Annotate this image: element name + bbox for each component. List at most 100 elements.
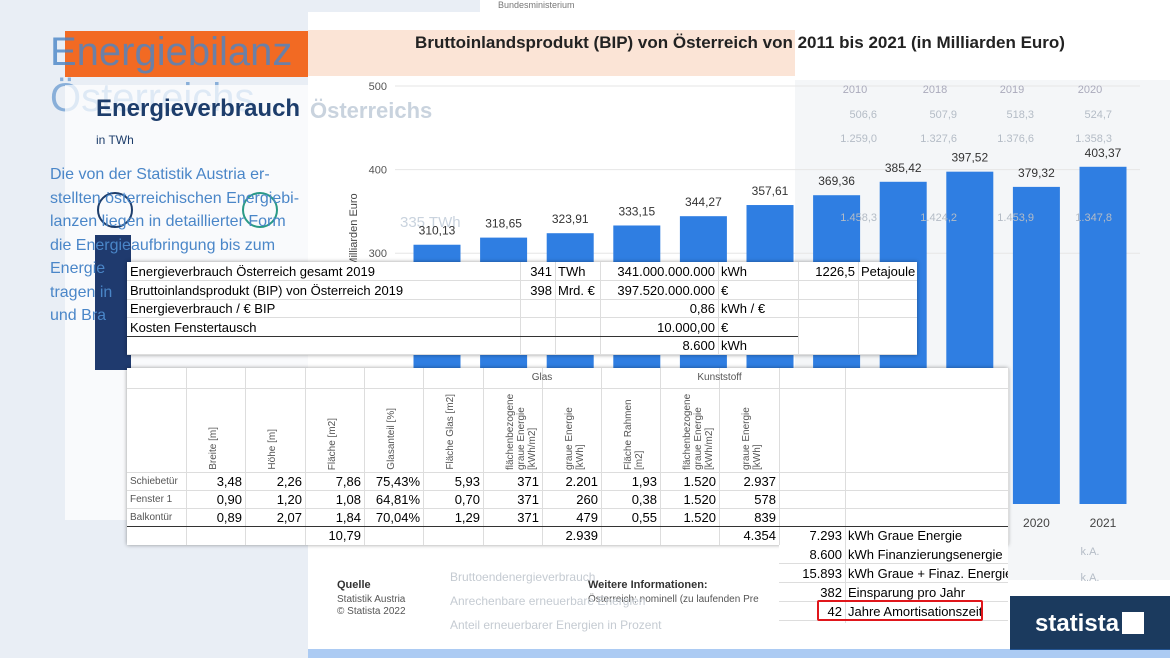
card-unit: in TWh bbox=[96, 133, 134, 147]
cell: kWh / € bbox=[721, 301, 766, 316]
bg-row-label: Bruttoendenergieverbrauch bbox=[450, 570, 595, 584]
bg-header: 2019 bbox=[1000, 84, 1024, 96]
y-tick-label: 300 bbox=[369, 248, 387, 260]
title-accent bbox=[65, 31, 308, 77]
info-label: Weitere Informationen: bbox=[588, 579, 708, 591]
col-line bbox=[186, 368, 187, 545]
slide-text-line: die Energieaufbringung bis zum bbox=[50, 236, 276, 254]
col-line bbox=[858, 262, 859, 355]
row-line bbox=[127, 472, 1008, 473]
cell: 3,48 bbox=[216, 474, 242, 489]
highlight-box bbox=[817, 600, 983, 621]
bg-cell: 1.458,3 bbox=[840, 212, 877, 224]
col-line bbox=[601, 368, 602, 545]
bg-header: 2010 bbox=[843, 84, 867, 96]
cell: 0,86 bbox=[689, 301, 715, 316]
cell: 1,20 bbox=[276, 492, 302, 507]
ministry: Bundesministerium bbox=[498, 0, 575, 10]
total: 2.939 bbox=[565, 528, 598, 543]
column-header: graue Energie [kWh] bbox=[741, 407, 763, 470]
summary-text: kWh Graue Energie bbox=[848, 528, 963, 543]
cell: TWh bbox=[558, 264, 586, 279]
summary-text: kWh Graue + Finaz. Energie bbox=[848, 566, 1008, 581]
cell: 64,81% bbox=[375, 492, 420, 507]
cell: Schiebetür bbox=[130, 476, 178, 487]
slide-text-line: lanzen liegen in detaillierter Form bbox=[50, 213, 286, 230]
icon-thermo bbox=[242, 192, 278, 228]
brand-logo bbox=[1122, 612, 1144, 634]
bg-row-label: Anrechenbare erneuerbare Energien bbox=[450, 594, 645, 608]
column-header: Fläche Rahmen [m2] bbox=[623, 399, 645, 470]
col-line bbox=[845, 545, 846, 623]
cell: 479 bbox=[576, 510, 598, 525]
row-line bbox=[127, 280, 917, 281]
row-line bbox=[127, 317, 917, 318]
column-header: Glasanteil [%] bbox=[386, 408, 397, 470]
cell: 0,55 bbox=[631, 510, 657, 525]
bg-header: 2018 bbox=[923, 84, 947, 96]
cell: Energieverbrauch / € BIP bbox=[130, 301, 276, 316]
col-line bbox=[845, 368, 846, 545]
col-line bbox=[719, 368, 720, 545]
cell: 2.937 bbox=[743, 474, 776, 489]
column-header: flächenbezogene graue Energie [kWh/m2] bbox=[505, 393, 538, 470]
slide-text-line: Die von der Statistik Austria er- bbox=[50, 166, 270, 183]
total: 4.354 bbox=[743, 528, 776, 543]
ministry-bar bbox=[480, 0, 1170, 12]
column-header: Höhe [m] bbox=[267, 429, 278, 470]
card-value: 335 TWh bbox=[400, 214, 461, 231]
cell: 371 bbox=[517, 510, 539, 525]
summary-value: 382 bbox=[820, 585, 842, 600]
brand: statista bbox=[1035, 610, 1120, 637]
col-line bbox=[1008, 368, 1009, 545]
cell: 839 bbox=[754, 510, 776, 525]
bg-cell: 1.376,6 bbox=[997, 133, 1034, 145]
summary-text: kWh Finanzierungsenergie bbox=[848, 547, 1003, 562]
col-line bbox=[542, 368, 543, 545]
row-line bbox=[779, 563, 1008, 564]
row-line bbox=[127, 526, 1008, 527]
cell: 70,04% bbox=[375, 510, 420, 525]
summary-text: Jahre Amortisationszeit bbox=[848, 604, 983, 619]
value-label: 369,36 bbox=[818, 174, 855, 188]
cell: Kosten Fenstertausch bbox=[130, 319, 257, 335]
cell: 1,84 bbox=[335, 510, 361, 525]
column-header: Fläche [m2] bbox=[327, 417, 338, 470]
icon-energy bbox=[97, 192, 133, 228]
cell: Energieverbrauch Österreich gesamt 2019 bbox=[130, 264, 375, 279]
value-label: 323,91 bbox=[552, 212, 589, 226]
table1: Energieverbrauch Österreich gesamt 2019 3… bbox=[127, 262, 917, 355]
card-title: Energieverbrauch bbox=[96, 95, 301, 122]
bg-cell: 506,6 bbox=[849, 109, 877, 121]
value-label: 379,32 bbox=[1018, 166, 1055, 180]
column-header: graue Energie [kWh] bbox=[564, 407, 586, 470]
total: 10,79 bbox=[328, 528, 361, 543]
info: Österreich; nominell (zu laufenden Pre bbox=[588, 593, 759, 605]
y-tick-label: 400 bbox=[369, 165, 387, 177]
value-label: 385,42 bbox=[885, 161, 922, 175]
cell: 0,90 bbox=[216, 492, 242, 507]
cell: kWh bbox=[721, 338, 747, 353]
bg-na: k.A. bbox=[1081, 572, 1100, 584]
bg-cell: 1.327,6 bbox=[920, 133, 957, 145]
cell: Fenster 1 bbox=[130, 494, 173, 505]
bar bbox=[1079, 166, 1127, 504]
row-line bbox=[127, 335, 798, 337]
col-line bbox=[305, 368, 306, 545]
bg-cell: 524,7 bbox=[1084, 109, 1112, 121]
bg-cell: 1.358,3 bbox=[1075, 133, 1112, 145]
group-label: Kunststoff bbox=[697, 372, 742, 383]
bar bbox=[1012, 186, 1060, 504]
summary: 8.600 kWh Finanzierungsenergie 15.893 kWh G… bbox=[779, 545, 1008, 623]
col-line bbox=[660, 368, 661, 545]
bg-na: k.A. bbox=[1081, 546, 1100, 558]
source-label: Quelle bbox=[337, 579, 371, 591]
col-line bbox=[555, 262, 556, 355]
col-line bbox=[364, 368, 365, 545]
cell: 398 bbox=[530, 282, 552, 298]
cell: € bbox=[721, 282, 729, 298]
value-label: 344,27 bbox=[685, 195, 722, 209]
cell: 371 bbox=[517, 492, 539, 507]
column-header: Breite [m] bbox=[208, 427, 219, 470]
chart-title: Bruttoinlandsprodukt (BIP) von Österreic… bbox=[415, 33, 1065, 52]
